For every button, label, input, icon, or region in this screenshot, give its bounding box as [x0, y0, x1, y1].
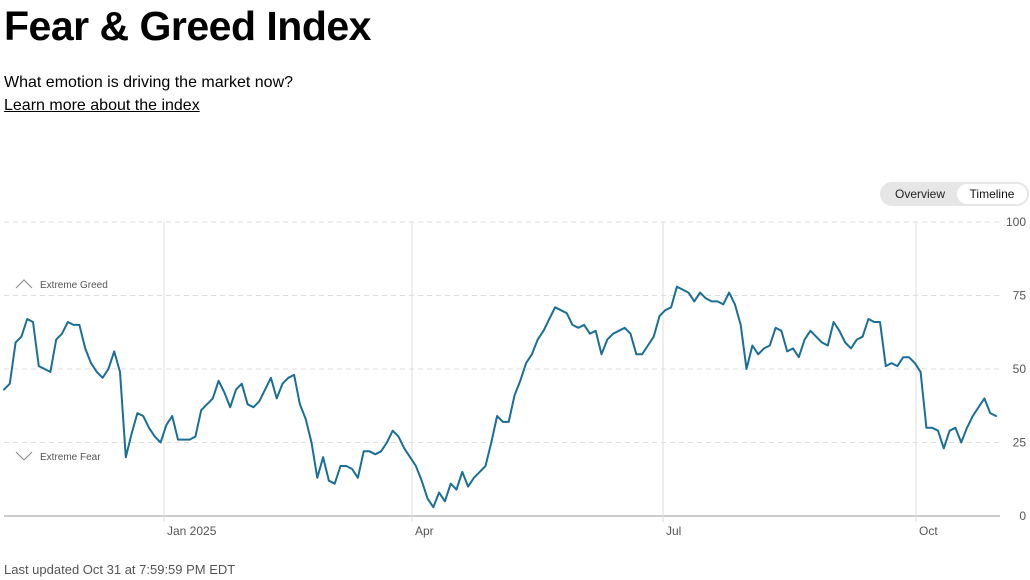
y-tick-label: 100	[1006, 215, 1026, 229]
x-tick-label: Apr	[415, 524, 434, 538]
chevron-up-icon	[15, 279, 33, 289]
zone-label: Extreme Fear	[40, 452, 101, 463]
tab-timeline[interactable]: Timeline	[957, 184, 1027, 204]
page-title: Fear & Greed Index	[4, 3, 371, 49]
y-tick-label: 0	[1019, 509, 1026, 523]
x-tick-label: Jan 2025	[167, 524, 217, 538]
x-tick-label: Jul	[666, 524, 681, 538]
chevron-down-icon	[15, 451, 33, 461]
view-toggle: Overview Timeline	[880, 182, 1029, 206]
fear-greed-timeline-chart: 0 25 50 75 100 Jan 2025 Apr Jul Oct Extreme Greed…	[3, 215, 1027, 538]
tab-overview[interactable]: Overview	[894, 187, 945, 201]
last-updated-text: Last updated Oct 31 at 7:59:59 PM EDT	[4, 562, 236, 577]
y-tick-label: 25	[1013, 436, 1027, 450]
zone-label: Extreme Greed	[40, 280, 108, 291]
y-tick-label: 75	[1013, 289, 1027, 303]
x-tick-label: Oct	[919, 524, 938, 538]
series-line	[3, 285, 997, 509]
page-subtitle: What emotion is driving the market now?	[4, 74, 294, 91]
learn-more-link[interactable]: Learn more about the index	[4, 97, 200, 114]
y-tick-label: 50	[1013, 362, 1027, 376]
